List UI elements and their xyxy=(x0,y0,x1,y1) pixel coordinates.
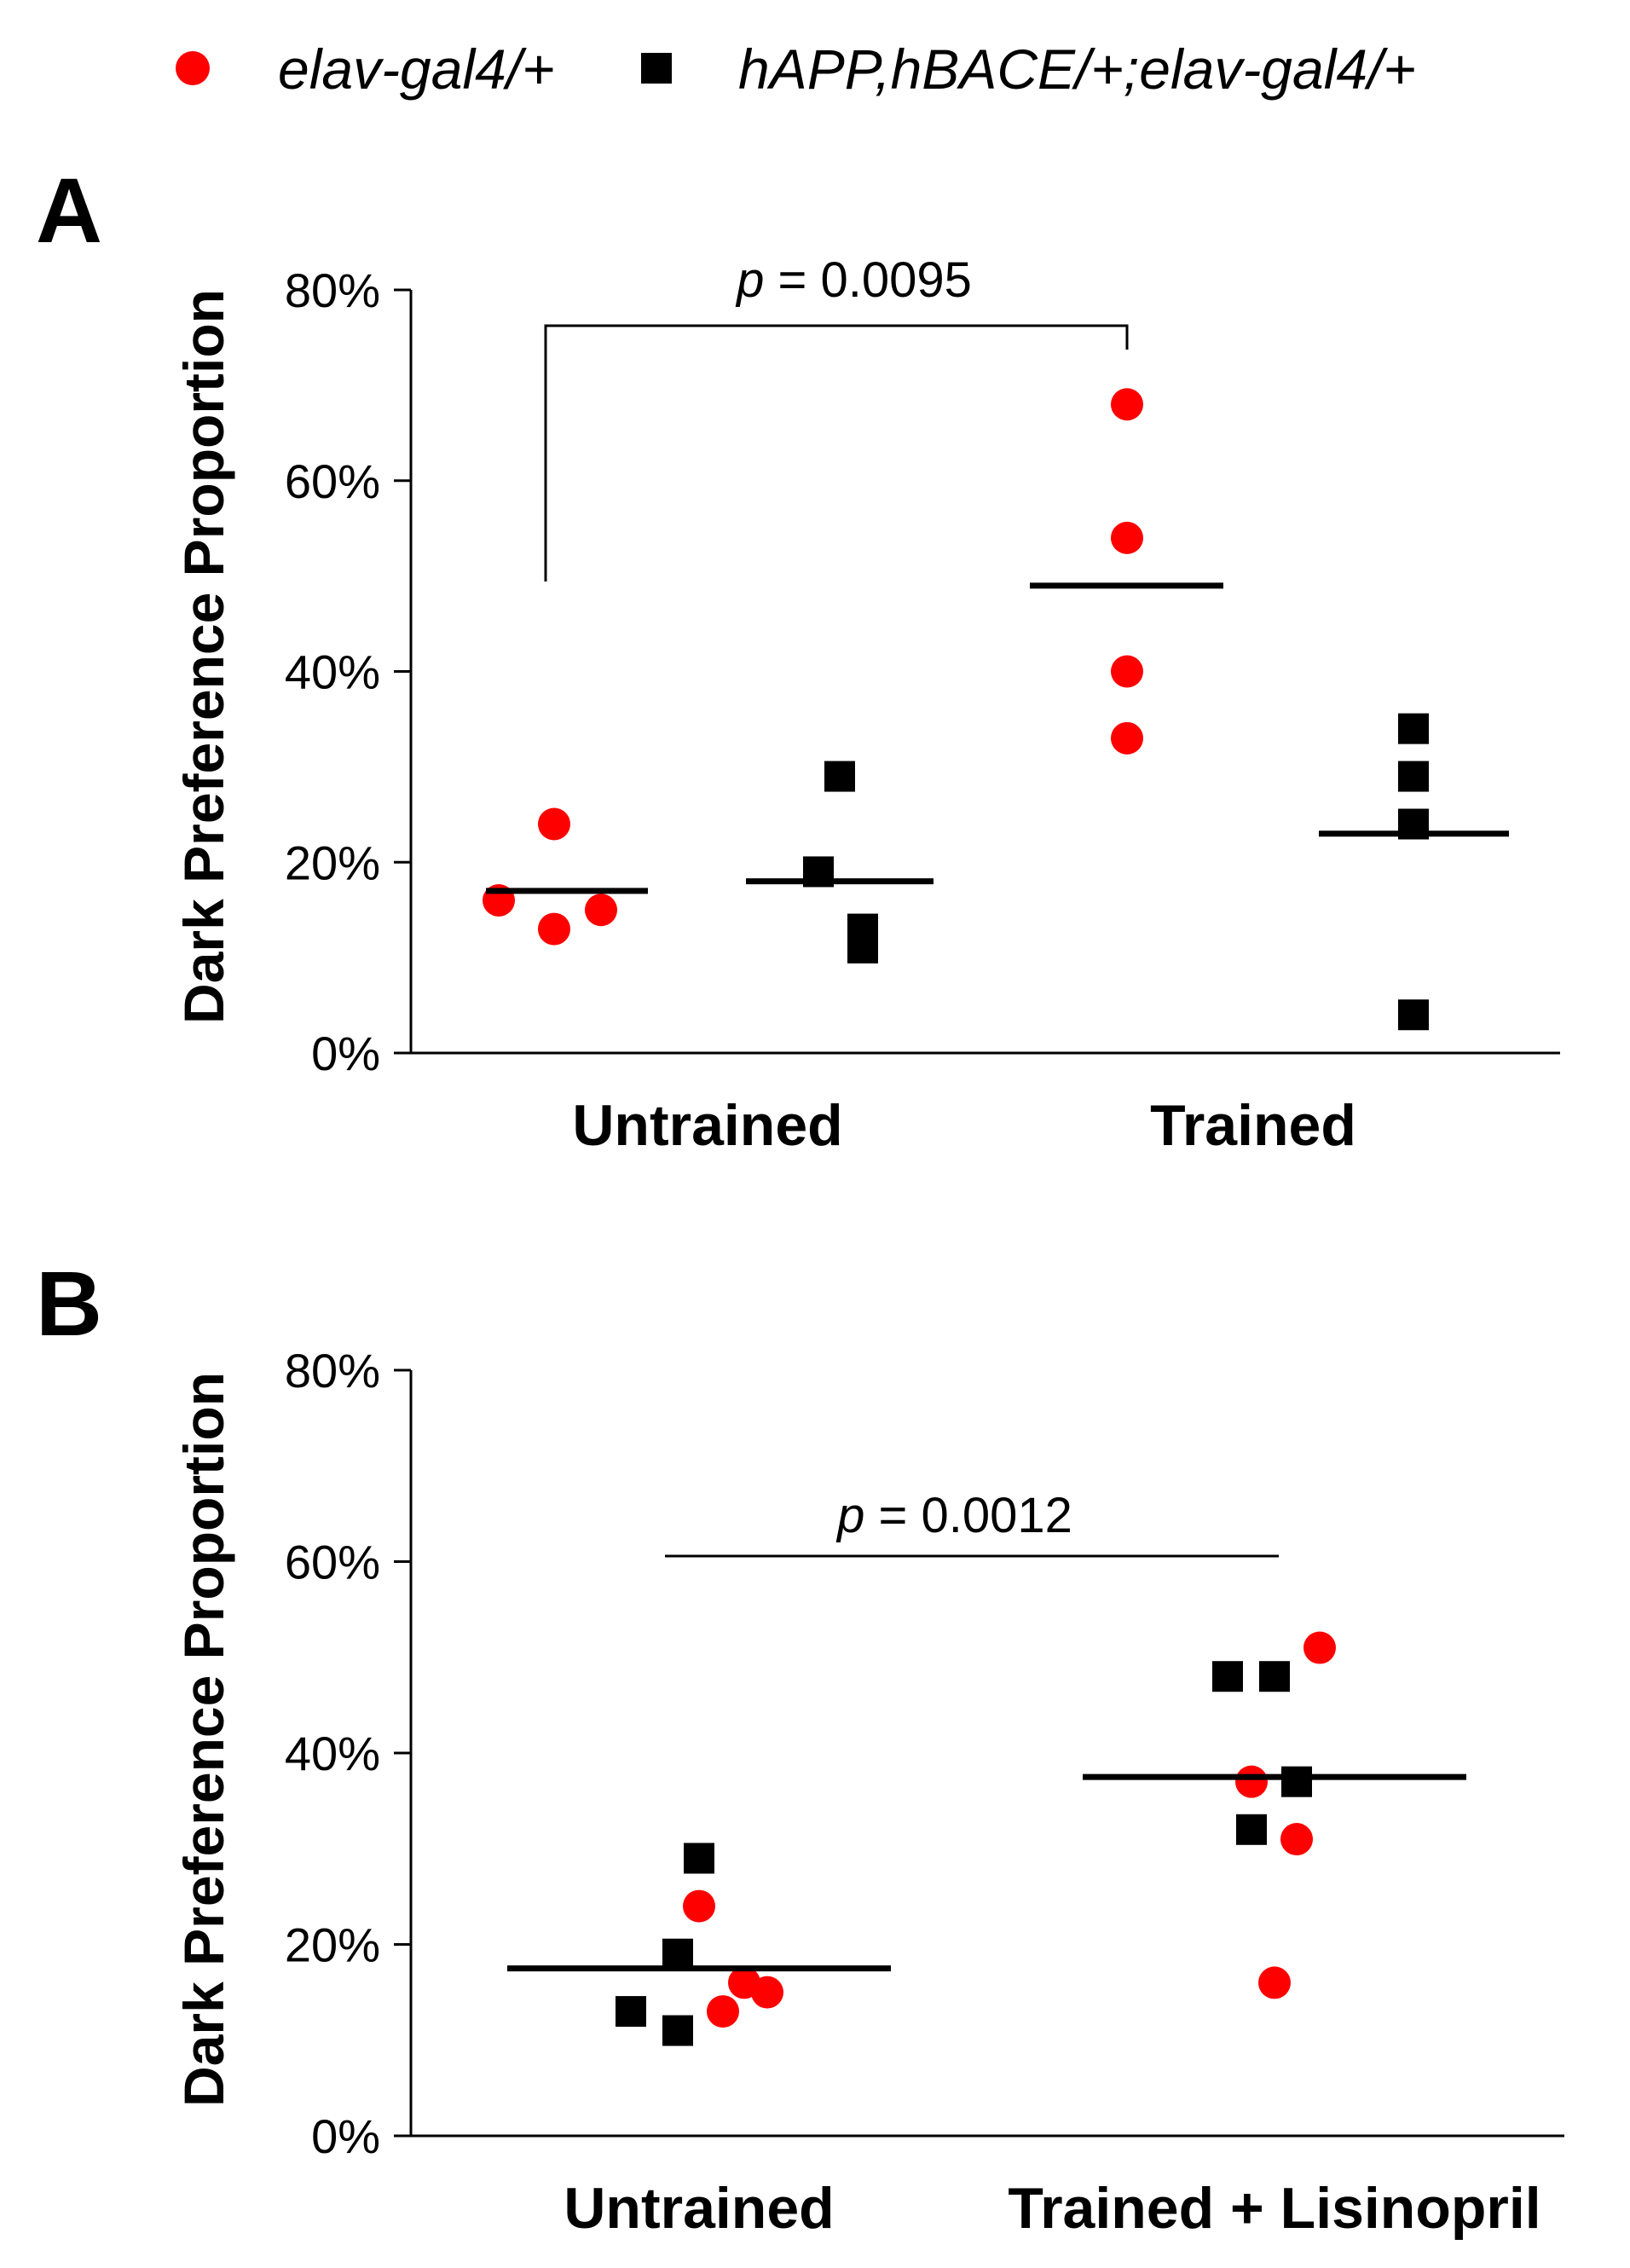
data-point-square xyxy=(662,2015,693,2046)
p-symbol-b: p xyxy=(835,1488,864,1543)
data-point-circle xyxy=(585,894,617,927)
data-point-square xyxy=(616,1996,646,2028)
legend-marker-circle xyxy=(176,51,210,85)
significance-bracket-a xyxy=(544,324,1129,581)
x-categories-a: Untrained Trained xyxy=(572,1093,1356,1158)
y-tick-label: 40% xyxy=(285,1727,380,1780)
data-point-circle xyxy=(1111,388,1143,421)
y-tick-label: 0% xyxy=(311,1027,380,1080)
y-tick-label: 20% xyxy=(285,836,380,889)
data-point-square xyxy=(1281,1766,1312,1797)
data-point-circle xyxy=(1111,655,1143,688)
axes-b xyxy=(409,1370,1564,2138)
data-point-square xyxy=(1236,1814,1267,1845)
panel-letter-b: B xyxy=(36,1252,102,1355)
panel-letter-a: A xyxy=(36,159,102,262)
y-tick-label: 0% xyxy=(311,2109,380,2163)
mean-lines-a xyxy=(486,582,1509,894)
y-tick-label: 80% xyxy=(285,1344,380,1397)
y-tick-label: 60% xyxy=(285,1536,380,1589)
x-category-label: Untrained xyxy=(572,1093,842,1158)
legend-marker-square xyxy=(641,53,672,84)
data-point-circle xyxy=(707,1995,739,2028)
legend-label-control: elav-gal4/+ xyxy=(278,38,555,101)
data-point-circle xyxy=(1235,1765,1268,1798)
data-point-circle xyxy=(1303,1631,1336,1664)
data-point-square xyxy=(1398,713,1429,744)
data-point-square xyxy=(1259,1661,1290,1692)
data-point-square xyxy=(684,1843,714,1874)
p-symbol-a: p xyxy=(735,252,764,308)
data-point-square xyxy=(1398,761,1429,792)
legend-label-transgenic: hAPP,hBACE/+;elav-gal4/+ xyxy=(738,38,1416,101)
p-value-a: p = 0.0095 xyxy=(735,252,972,308)
data-point-circle xyxy=(1258,1966,1291,1999)
data-point-square xyxy=(847,913,878,945)
data-point-circle xyxy=(1111,521,1143,554)
p-value-text-b: = 0.0012 xyxy=(864,1488,1072,1543)
data-point-square xyxy=(824,761,855,792)
data-point-circle xyxy=(751,1976,783,2009)
panel-b: B Dark Preference Proportion 0% 20% 40% 60%… xyxy=(36,1252,1564,2241)
y-tick-label: 40% xyxy=(285,645,380,699)
y-ticks-a: 0% 20% 40% 60% 80% xyxy=(285,263,411,1080)
y-ticks-b: 0% 20% 40% 60% 80% xyxy=(285,1344,411,2163)
panel-a: A Dark Preference Proportion 0% 20% 40% 60%… xyxy=(36,159,1560,1158)
data-points-a xyxy=(483,388,1429,1031)
axes-a xyxy=(409,290,1560,1055)
data-point-square xyxy=(1398,999,1429,1031)
x-category-label: Trained xyxy=(1150,1093,1356,1158)
p-value-b: p = 0.0012 xyxy=(835,1488,1072,1543)
y-tick-label: 80% xyxy=(285,263,380,317)
y-axis-label-a: Dark Preference Proportion xyxy=(172,289,235,1024)
x-category-label: Untrained xyxy=(564,2176,834,2241)
data-point-circle xyxy=(683,1889,715,1923)
data-point-circle xyxy=(538,912,570,946)
p-value-text-a: = 0.0095 xyxy=(764,252,972,308)
data-point-circle xyxy=(538,807,570,841)
data-point-square xyxy=(1212,1661,1243,1692)
y-axis-label-b: Dark Preference Proportion xyxy=(172,1372,235,2107)
x-category-label: Trained + Lisinopril xyxy=(1008,2176,1540,2241)
bracket-line xyxy=(544,324,1129,581)
y-tick-label: 20% xyxy=(285,1918,380,1972)
data-point-circle xyxy=(1111,721,1143,755)
mean-lines-b xyxy=(507,1773,1466,1972)
x-categories-b: Untrained Trained + Lisinopril xyxy=(564,2176,1540,2241)
legend: elav-gal4/+ hAPP,hBACE/+;elav-gal4/+ xyxy=(176,38,1416,101)
data-points-b xyxy=(616,1631,1336,2046)
data-point-circle xyxy=(1280,1823,1313,1856)
y-tick-label: 60% xyxy=(285,454,380,508)
data-point-square xyxy=(662,1938,693,1970)
